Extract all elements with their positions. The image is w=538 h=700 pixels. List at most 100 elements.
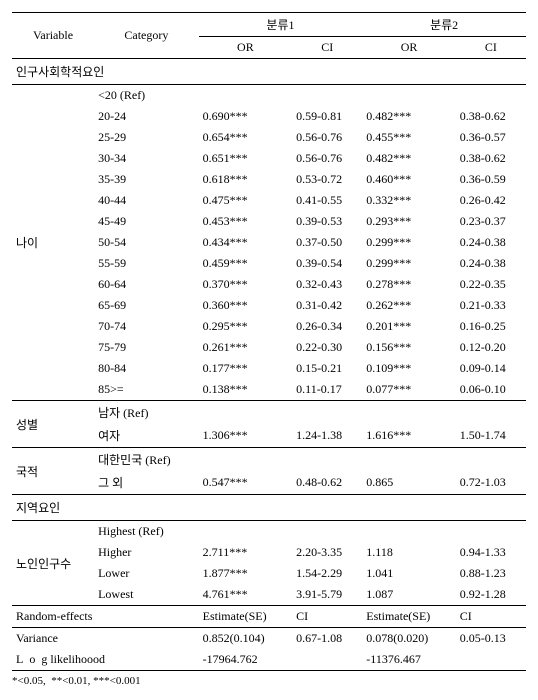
cell-ci1: 2.20-3.35 [292,542,362,563]
cell-or2: 0.455*** [362,127,456,148]
cell-ci2: 0.92-1.28 [456,584,526,606]
cell-ci1 [292,401,362,425]
cell-cat: 대한민국 (Ref) [94,448,199,472]
cell-cat: 20-24 [94,106,199,127]
cell-ci2: 0.23-0.37 [456,211,526,232]
cell-ci1 [292,85,362,107]
cell-cat: 55-59 [94,253,199,274]
cell-or1: 0.360*** [199,295,293,316]
loglik-cell: -17964.762 [199,649,363,671]
cell-cat: 35-39 [94,169,199,190]
cell-ci2: 0.22-0.35 [456,274,526,295]
cell-ci1: 0.37-0.50 [292,232,362,253]
cell-or1: 0.475*** [199,190,293,211]
variance-row: Variance0.852(0.104)0.67-1.080.078(0.020… [12,628,526,650]
cell-cat: 50-54 [94,232,199,253]
cell-or2 [362,401,456,425]
cell-or2: 0.482*** [362,148,456,169]
loglik-cell: L o g likelihoood [12,649,199,671]
cell-cat: 80-84 [94,358,199,379]
cell-or2: 0.201*** [362,316,456,337]
cell-ci1: 0.59-0.81 [292,106,362,127]
cell-or2: 0.293*** [362,211,456,232]
cell-cat: 여자 [94,424,199,448]
cell-cat: 45-49 [94,211,199,232]
cell-ci1: 0.53-0.72 [292,169,362,190]
cell-or1: 0.261*** [199,337,293,358]
variance-cell: 0.67-1.08 [292,628,362,650]
cell-ci2 [456,401,526,425]
header-row-1: Variable Category 분류1 분류2 [12,13,526,37]
cell-ci1: 0.22-0.30 [292,337,362,358]
cell-ci1: 0.15-0.21 [292,358,362,379]
cell-ci1: 0.56-0.76 [292,148,362,169]
variable-label: 국적 [12,448,94,495]
col-variable: Variable [12,13,94,59]
cell-cat: 75-79 [94,337,199,358]
cell-ci2: 1.50-1.74 [456,424,526,448]
random-effects-cell: Random-effects [12,606,199,628]
cell-cat: 25-29 [94,127,199,148]
random-effects-cell: Estimate(SE) [362,606,456,628]
cell-or1 [199,401,293,425]
cell-or1 [199,521,293,543]
col-group2: 분류2 [362,13,526,37]
cell-ci2: 0.36-0.57 [456,127,526,148]
cell-or2: 1.041 [362,563,456,584]
cell-or1: 0.618*** [199,169,293,190]
table-row: 나이<20 (Ref) [12,85,526,107]
cell-cat: 남자 (Ref) [94,401,199,425]
cell-ci2: 0.88-1.23 [456,563,526,584]
cell-or2: 0.299*** [362,253,456,274]
cell-or1: 4.761*** [199,584,293,606]
cell-ci2: 0.12-0.20 [456,337,526,358]
random-effects-cell: CI [456,606,526,628]
cell-ci2: 0.16-0.25 [456,316,526,337]
cell-ci2: 0.38-0.62 [456,148,526,169]
col-category: Category [94,13,199,59]
table-row: 노인인구수Highest (Ref) [12,521,526,543]
cell-cat: Lowest [94,584,199,606]
cell-ci2 [456,521,526,543]
cell-ci2 [456,85,526,107]
col-ci1: CI [292,37,362,59]
cell-or2 [362,448,456,472]
variable-label: 나이 [12,85,94,401]
cell-or1: 0.177*** [199,358,293,379]
cell-ci2: 0.24-0.38 [456,253,526,274]
cell-or2: 0.156*** [362,337,456,358]
cell-ci1: 0.32-0.43 [292,274,362,295]
cell-or1 [199,448,293,472]
cell-or1: 0.547*** [199,471,293,495]
cell-or2: 1.616*** [362,424,456,448]
variable-label: 노인인구수 [12,521,94,606]
random-effects-cell: Estimate(SE) [199,606,293,628]
cell-ci1: 1.24-1.38 [292,424,362,448]
cell-ci1: 0.48-0.62 [292,471,362,495]
cell-or1: 0.654*** [199,127,293,148]
col-or1: OR [199,37,293,59]
cell-or2: 0.077*** [362,379,456,401]
variable-label: 성별 [12,401,94,448]
cell-or1: 2.711*** [199,542,293,563]
cell-or1 [199,85,293,107]
random-effects-row: Random-effectsEstimate(SE)CIEstimate(SE)… [12,606,526,628]
loglik-row: L o g likelihoood-17964.762-11376.467 [12,649,526,671]
regression-table: Variable Category 분류1 분류2 OR CI OR CI 인구… [12,12,526,671]
cell-ci1: 3.91-5.79 [292,584,362,606]
cell-ci2 [456,448,526,472]
cell-cat: 70-74 [94,316,199,337]
random-effects-cell: CI [292,606,362,628]
cell-ci2: 0.09-0.14 [456,358,526,379]
cell-or2 [362,521,456,543]
cell-or1: 0.690*** [199,106,293,127]
cell-ci1: 0.11-0.17 [292,379,362,401]
section-header: 인구사회학적요인 [12,59,526,85]
cell-cat: 40-44 [94,190,199,211]
cell-or2: 1.118 [362,542,456,563]
cell-or2: 0.278*** [362,274,456,295]
cell-cat: 그 외 [94,471,199,495]
cell-ci1: 0.39-0.54 [292,253,362,274]
cell-ci2: 0.26-0.42 [456,190,526,211]
variance-cell: 0.852(0.104) [199,628,293,650]
